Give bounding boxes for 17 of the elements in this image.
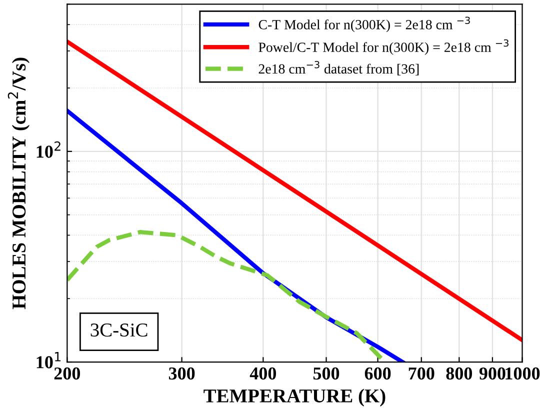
- x-tick-label: 300: [168, 367, 195, 380]
- x-tick-label: 900: [479, 367, 506, 380]
- legend-label: 2e18 cm$^{−3}$ dataset from [36]: [258, 60, 419, 76]
- y-tick-label: 10$^{1}$: [36, 352, 60, 368]
- legend-label: Powel/C-T Model for n(300K) = 2e18 cm $^{−3}$: [258, 39, 508, 55]
- y-tick-label: 10$^{2}$: [36, 141, 60, 158]
- x-tick-label: 600: [364, 367, 391, 380]
- x-tick-label: 500: [313, 367, 340, 380]
- x-tick-label: 700: [408, 367, 434, 380]
- x-tick-label: 800: [446, 367, 472, 380]
- y-axis-title: HOLES MOBILITY (cm$^{2}$/Vs): [8, 58, 30, 310]
- legend-label: C-T Model for n(300K) = 2e18 cm $^{−3}$: [258, 16, 470, 32]
- x-tick-label: 400: [250, 367, 276, 380]
- x-tick-label: 1000: [506, 367, 540, 380]
- x-tick-label: 200: [54, 367, 80, 380]
- x-axis-title: TEMPERATURE (K): [204, 388, 386, 406]
- annotation: 3C-SiC: [90, 324, 148, 337]
